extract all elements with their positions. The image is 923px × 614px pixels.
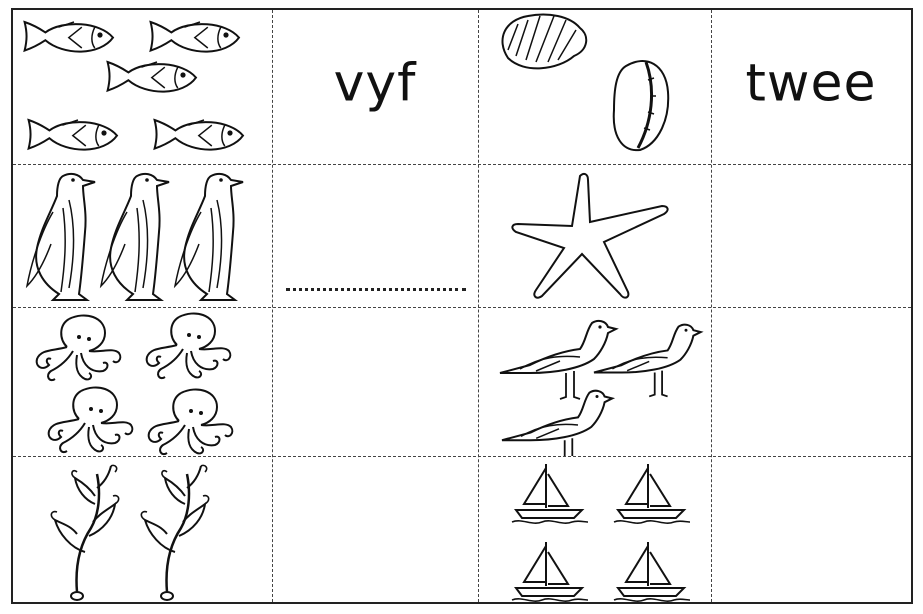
answer-cell-penguins[interactable] <box>272 164 478 307</box>
starfish-icon <box>478 164 711 307</box>
picture-cell-sailboats <box>478 456 711 602</box>
grid-line <box>13 164 911 165</box>
answer-line[interactable] <box>286 288 466 291</box>
seagull-icon <box>499 319 702 456</box>
grid-line <box>13 307 911 308</box>
answer-word: vyf <box>333 53 417 114</box>
answer-cell-fish[interactable]: vyf <box>272 10 478 164</box>
penguin-icon <box>26 172 244 301</box>
fish-icon <box>23 20 245 151</box>
answer-word: twee <box>745 53 877 114</box>
answer-cell-starfish[interactable] <box>711 164 911 307</box>
grid-line <box>272 10 273 602</box>
picture-cell-seagulls <box>478 307 711 456</box>
answer-cell-seaweed[interactable] <box>272 456 478 602</box>
seaweed-icon <box>50 464 210 602</box>
seashell-icon <box>478 10 711 164</box>
sailboat-icon <box>511 463 691 602</box>
picture-cell-octopuses <box>13 307 272 456</box>
picture-cell-penguins <box>13 164 272 307</box>
answer-cell-octopuses[interactable] <box>272 307 478 456</box>
grid-line <box>13 456 911 457</box>
counting-worksheet: vyf twee <box>11 8 913 604</box>
picture-cell-seaweed <box>13 456 272 602</box>
octopus-icon <box>35 312 234 456</box>
answer-cell-seashells[interactable]: twee <box>711 10 911 164</box>
answer-cell-sailboats[interactable] <box>711 456 911 602</box>
grid-line <box>711 10 712 602</box>
picture-cell-starfish <box>478 164 711 307</box>
grid-line <box>478 10 479 602</box>
picture-cell-seashells <box>478 10 711 164</box>
picture-cell-fish <box>13 10 272 164</box>
answer-cell-seagulls[interactable] <box>711 307 911 456</box>
